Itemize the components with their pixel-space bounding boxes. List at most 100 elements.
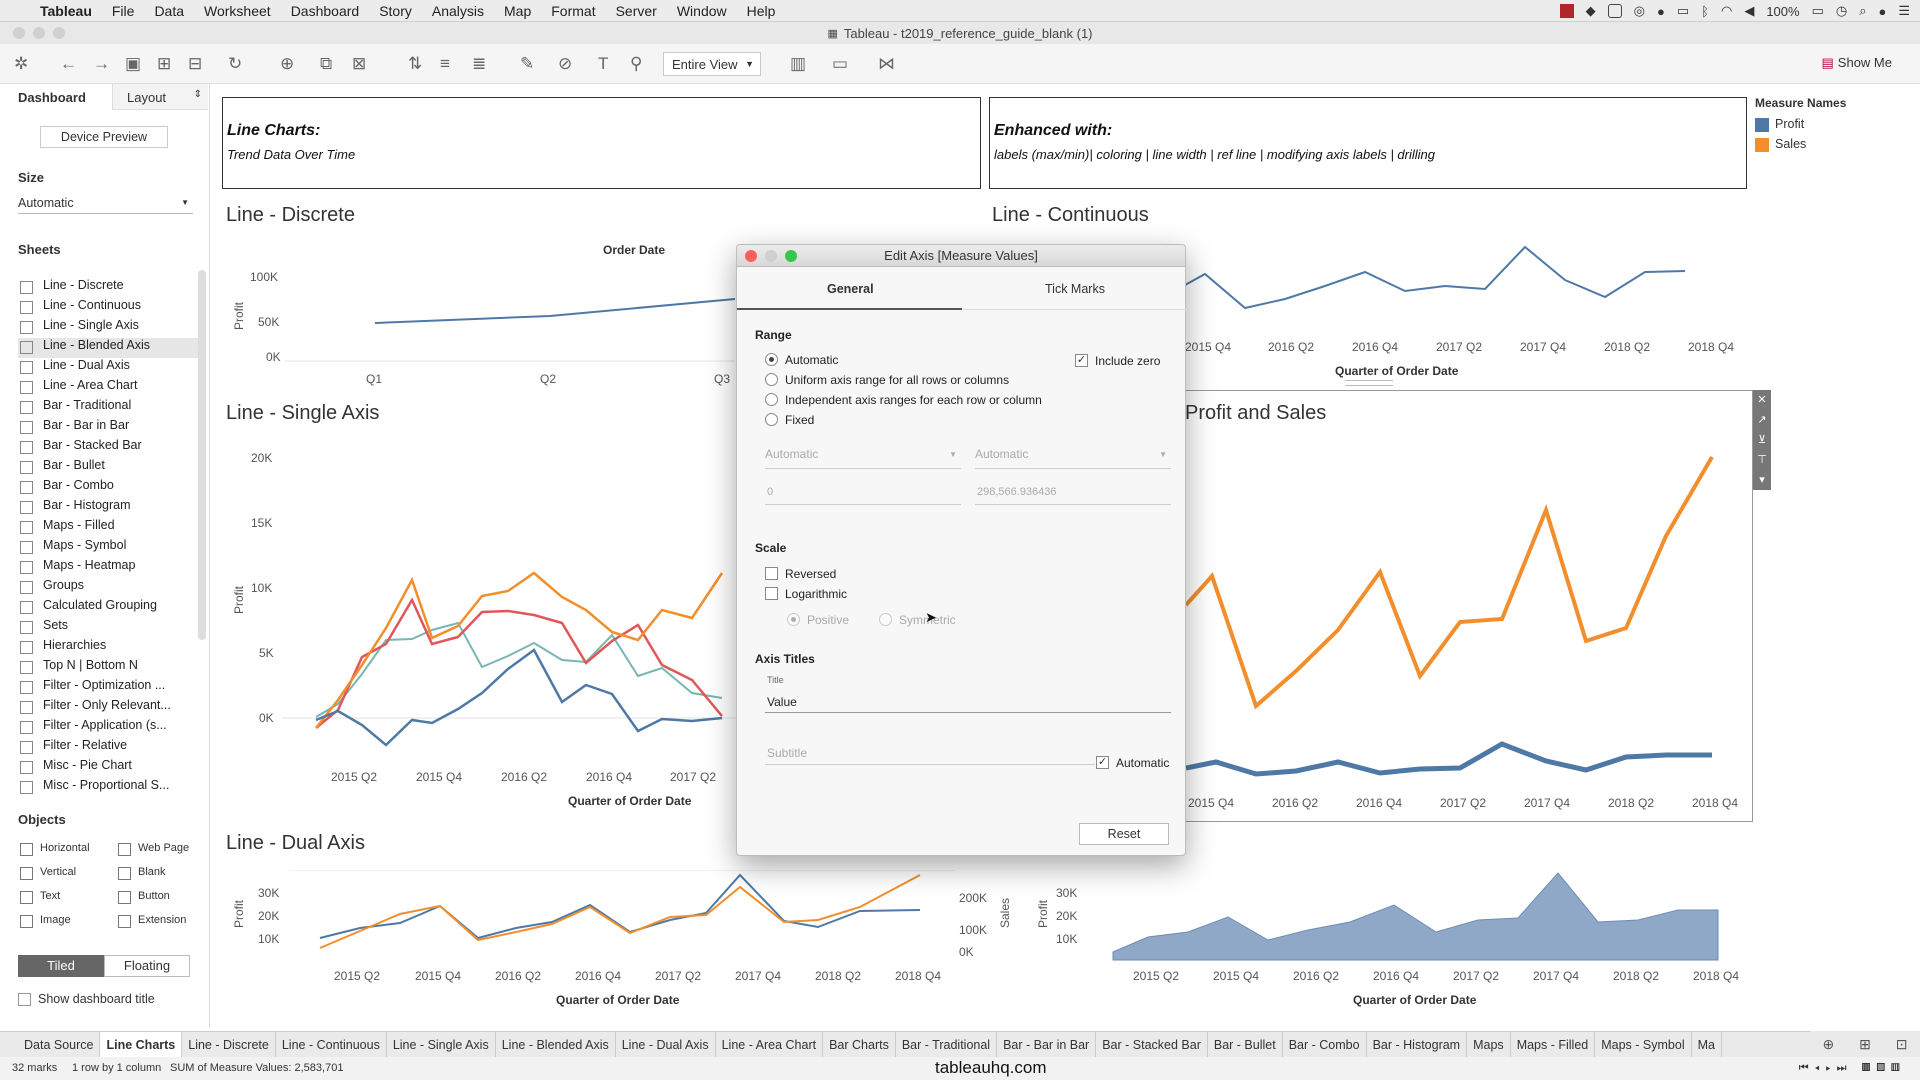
share-icon[interactable]: ⋈ xyxy=(878,54,895,73)
menu-help[interactable]: Help xyxy=(746,2,776,19)
object-extension[interactable]: Extension xyxy=(116,914,186,928)
clock-icon[interactable]: ◷ xyxy=(1835,3,1848,18)
single-series-teal[interactable] xyxy=(315,621,723,718)
blended-plot[interactable] xyxy=(1186,440,1752,790)
tab-dashboard[interactable]: Dashboard xyxy=(18,90,86,105)
sheet-item[interactable]: Line - Single Axis xyxy=(18,318,198,338)
sheet-item[interactable]: Filter - Optimization ... xyxy=(18,678,198,698)
volume-icon[interactable]: ◀ xyxy=(1744,3,1755,18)
sheet-item[interactable]: Calculated Grouping xyxy=(18,598,198,618)
pause-updates-icon[interactable]: ⊟ xyxy=(188,54,203,73)
dialog-minimize-button[interactable] xyxy=(765,250,777,262)
duplicate-icon[interactable]: ⧉ xyxy=(320,54,333,73)
object-image[interactable]: Image xyxy=(18,914,71,928)
object-vertical[interactable]: Vertical xyxy=(18,866,76,880)
device-preview-button[interactable]: Device Preview xyxy=(40,126,168,148)
sheet-item[interactable]: Sets xyxy=(18,618,198,638)
sheet-item[interactable]: Hierarchies xyxy=(18,638,198,658)
sheet-tab[interactable]: Line - Discrete xyxy=(182,1032,276,1057)
fit-select[interactable]: Entire View ▼ xyxy=(663,52,761,76)
sheet-tab[interactable]: Bar - Combo xyxy=(1283,1032,1367,1057)
more-options-icon[interactable]: ▾ xyxy=(1759,474,1765,486)
object-text[interactable]: Text xyxy=(18,890,60,904)
tab-tick-marks[interactable]: Tick Marks xyxy=(1045,282,1105,296)
search-icon[interactable]: ⌕ xyxy=(1859,3,1867,18)
size-select[interactable]: Automatic ▼ xyxy=(18,192,193,214)
menu-analysis[interactable]: Analysis xyxy=(431,2,485,19)
sheet-item[interactable]: Bar - Traditional xyxy=(18,398,198,418)
tableau-logo-icon[interactable]: ✲ xyxy=(14,54,29,73)
labels-icon[interactable]: T xyxy=(598,54,609,73)
airplay-icon[interactable]: ▭ xyxy=(1676,3,1690,18)
sheet-item[interactable]: Maps - Symbol xyxy=(18,538,198,558)
new-story-icon[interactable]: ⊡ xyxy=(1895,1035,1908,1052)
axis-subtitle-input[interactable]: Subtitle xyxy=(767,746,808,760)
show-me-button[interactable]: ▤ Show Me xyxy=(1822,55,1893,71)
go-to-sheet-icon[interactable]: ↗ xyxy=(1757,414,1767,426)
sheet-item[interactable]: Line - Area Chart xyxy=(18,378,198,398)
tab-data-source[interactable]: Data Source xyxy=(0,1032,101,1057)
sheet-tab[interactable]: Maps xyxy=(1467,1032,1511,1057)
minimize-window-button[interactable] xyxy=(33,27,45,39)
resize-handle[interactable] xyxy=(1345,380,1393,386)
dropbox-icon[interactable]: ◆ xyxy=(1585,3,1596,18)
sheet-item[interactable]: Filter - Relative xyxy=(18,738,198,758)
menu-data[interactable]: Data xyxy=(154,2,185,19)
sheet-item[interactable]: Groups xyxy=(18,578,198,598)
sheet-tab[interactable]: Bar - Bar in Bar xyxy=(997,1032,1097,1057)
menu-format[interactable]: Format xyxy=(551,2,596,19)
subtitle-automatic-checkbox[interactable]: ✓ xyxy=(1096,756,1109,769)
radio-symmetric[interactable] xyxy=(879,613,892,626)
tab-general[interactable]: General xyxy=(827,282,874,296)
range-end-select[interactable]: Automatic ▼ xyxy=(975,447,1171,467)
remove-icon[interactable]: ✕ xyxy=(1757,394,1767,406)
show-title-checkbox[interactable] xyxy=(18,993,31,1006)
single-axis-plot[interactable] xyxy=(282,450,737,760)
sheet-item[interactable]: Bar - Stacked Bar xyxy=(18,438,198,458)
sheet-tab[interactable]: Line - Continuous xyxy=(276,1032,387,1057)
battery-icon[interactable]: ▭ xyxy=(1811,3,1824,18)
wifi-icon[interactable]: ◠ xyxy=(1720,3,1733,18)
single-series-blue[interactable] xyxy=(315,648,723,747)
logarithmic-checkbox[interactable] xyxy=(765,587,778,600)
tiled-button[interactable]: Tiled xyxy=(18,955,104,977)
app-status-icon[interactable] xyxy=(1559,4,1574,18)
sheet-tab[interactable]: Ma xyxy=(1692,1032,1722,1057)
blended-sales-line[interactable] xyxy=(1186,455,1714,710)
filter-icon[interactable]: ⊻ xyxy=(1757,434,1767,446)
new-worksheet-icon[interactable]: ⊕ xyxy=(280,54,295,73)
object-web-page[interactable]: Web Page xyxy=(116,842,189,856)
sheet-tab[interactable]: Line - Dual Axis xyxy=(616,1032,716,1057)
sheet-item[interactable]: Filter - Only Relevant... xyxy=(18,698,198,718)
pin-icon[interactable]: ⚲ xyxy=(630,54,643,73)
sheet-item[interactable]: Top N | Bottom N xyxy=(18,658,198,678)
menu-map[interactable]: Map xyxy=(504,2,532,19)
sheet-item[interactable]: Bar - Bar in Bar xyxy=(18,418,198,438)
axis-title-input[interactable]: Value xyxy=(767,695,797,709)
single-series-orange[interactable] xyxy=(315,571,724,729)
tab-layout[interactable]: Layout ⇕ xyxy=(112,84,208,110)
forward-icon[interactable]: → xyxy=(93,54,110,73)
new-worksheet-icon[interactable]: ⊕ xyxy=(1822,1035,1835,1052)
back-icon[interactable]: ← xyxy=(60,54,77,73)
area-profit[interactable] xyxy=(1112,872,1719,961)
sheet-tab[interactable]: Maps - Filled xyxy=(1511,1032,1596,1057)
radio-fixed[interactable] xyxy=(765,413,778,426)
window-icon[interactable] xyxy=(1607,4,1622,18)
sheet-tab[interactable]: Line Charts xyxy=(100,1032,183,1057)
show-cards-icon[interactable]: ▥ xyxy=(790,54,807,73)
dual-axis-plot[interactable] xyxy=(290,870,955,960)
siri-icon[interactable]: ● xyxy=(1878,3,1887,19)
close-window-button[interactable] xyxy=(13,27,25,39)
swap-icon[interactable]: ⇅ xyxy=(408,54,423,73)
sheet-tab[interactable]: Bar - Traditional xyxy=(896,1032,998,1057)
legend-item-profit[interactable]: Profit xyxy=(1755,117,1846,132)
sheet-item[interactable]: Line - Dual Axis xyxy=(18,358,198,378)
menu-app[interactable]: Tableau xyxy=(40,2,92,19)
sheet-item[interactable]: Maps - Filled xyxy=(18,518,198,538)
reset-button[interactable]: Reset xyxy=(1079,823,1169,845)
radio-uniform[interactable] xyxy=(765,373,778,386)
menu-dashboard[interactable]: Dashboard xyxy=(290,2,360,19)
continuous-profit-line[interactable] xyxy=(1185,245,1686,310)
sheet-tab[interactable]: Bar - Bullet xyxy=(1208,1032,1283,1057)
